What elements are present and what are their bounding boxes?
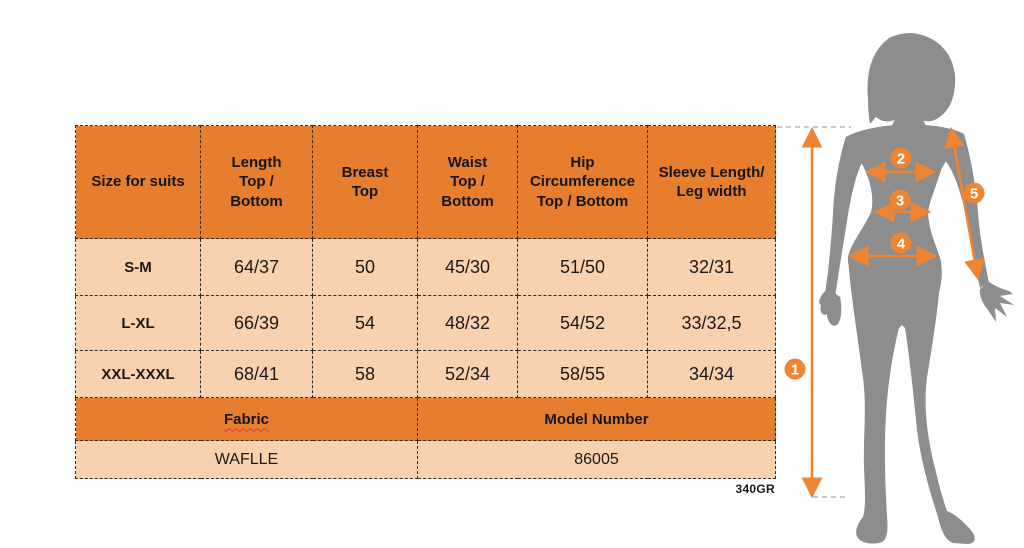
- footer-header-row: Fabric Model Number: [75, 397, 776, 441]
- measure-badge-2: 2: [890, 147, 912, 169]
- badge-circle: [784, 358, 806, 380]
- value-cell: 50: [312, 238, 418, 296]
- value-cell: 52/34: [417, 350, 518, 398]
- value-cell: 54/52: [517, 295, 648, 351]
- header-cell-size: Size for suits: [75, 125, 201, 239]
- figure-left-arm: [825, 136, 863, 297]
- fabric-label-cell: Fabric: [75, 397, 418, 441]
- badge-number: 2: [897, 151, 905, 168]
- figure-right-hand: [979, 282, 1014, 322]
- value-cell: 51/50: [517, 238, 648, 296]
- fabric-value-cell: WAFLLE: [75, 440, 418, 479]
- figure-right-leg: [902, 262, 975, 544]
- measure-badge-3: 3: [889, 189, 911, 211]
- value-cell: 64/37: [200, 238, 313, 296]
- badge-number: 4: [897, 236, 906, 253]
- header-row: Size for suits Length Top / Bottom Breas…: [75, 125, 776, 239]
- header-cell-sleeve: Sleeve Length/ Leg width: [647, 125, 776, 239]
- badge-number: 5: [970, 186, 978, 203]
- figure-head: [867, 33, 956, 124]
- measure-badge-5: 5: [963, 182, 985, 204]
- value-cell: 33/32,5: [647, 295, 776, 351]
- model-label-cell: Model Number: [417, 397, 776, 441]
- value-cell: 54: [312, 295, 418, 351]
- badge-number: 1: [791, 362, 799, 379]
- size-cell: S-M: [75, 238, 201, 296]
- table-row-lxl: L-XL 66/39 54 48/32 54/52 33/32,5: [75, 295, 776, 351]
- footer-value-row: WAFLLE 86005: [75, 440, 776, 479]
- header-cell-length: Length Top / Bottom: [200, 125, 313, 239]
- badge-circle: [890, 232, 912, 254]
- woman-silhouette: [819, 33, 1014, 544]
- badge-circle: [889, 189, 911, 211]
- figure-neck: [890, 103, 928, 128]
- measure-badge-1: 1: [784, 358, 806, 380]
- table-row-sm: S-M 64/37 50 45/30 51/50 32/31: [75, 238, 776, 296]
- measure-badge-4: 4: [890, 232, 912, 254]
- header-cell-hip: Hip Circumference Top / Bottom: [517, 125, 648, 239]
- header-cell-waist: Waist Top / Bottom: [417, 125, 518, 239]
- value-cell: 45/30: [417, 238, 518, 296]
- fabric-weight-label: 340GR: [735, 482, 775, 496]
- sleeve-arrow: [944, 126, 985, 281]
- header-cell-breast: Breast Top: [312, 125, 418, 239]
- fabric-label: Fabric: [223, 410, 269, 428]
- model-value-cell: 86005: [417, 440, 776, 479]
- value-cell: 32/31: [647, 238, 776, 296]
- figure-left-leg: [848, 258, 903, 544]
- figure-left-hand: [819, 288, 842, 326]
- value-cell: 58: [312, 350, 418, 398]
- value-cell: 34/34: [647, 350, 776, 398]
- badge-circle: [890, 147, 912, 169]
- size-cell: XXL-XXXL: [75, 350, 201, 398]
- size-cell: L-XL: [75, 295, 201, 351]
- badge-number: 3: [896, 193, 904, 210]
- badge-circle: [963, 182, 985, 204]
- size-chart-table: Size for suits Length Top / Bottom Breas…: [75, 125, 776, 479]
